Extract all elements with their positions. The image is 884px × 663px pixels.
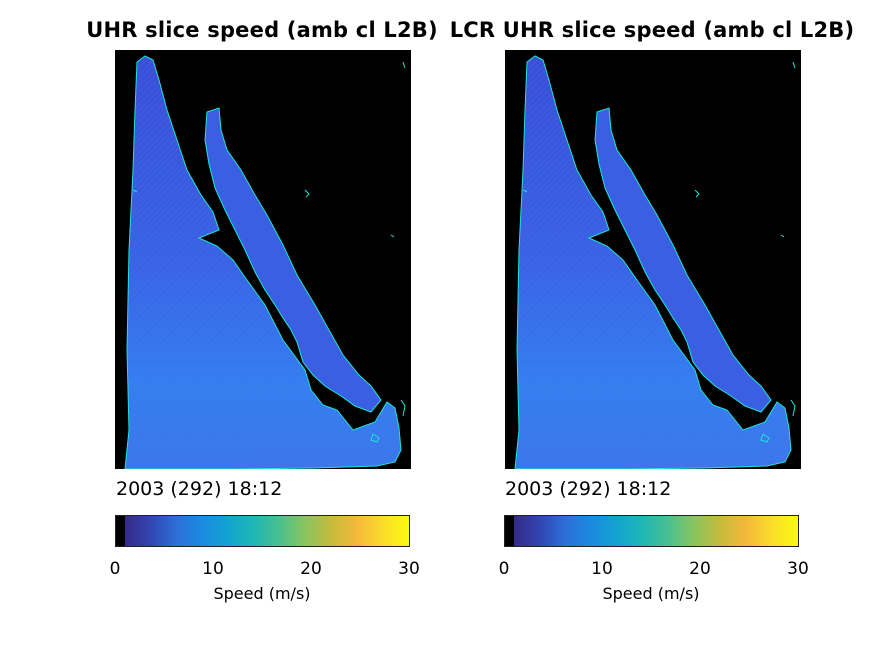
- left-cbar-tick-0: 0: [109, 559, 121, 579]
- right-timestamp: 2003 (292) 18:12: [505, 478, 672, 500]
- left-speed-map: [115, 50, 411, 469]
- right-colorbar: [504, 515, 799, 547]
- left-coast-specks: [132, 61, 406, 443]
- right-cbar-label: Speed (m/s): [602, 584, 700, 603]
- left-timestamp: 2003 (292) 18:12: [116, 478, 283, 500]
- right-speed-map: [505, 50, 801, 469]
- left-cbar-tick-20: 20: [300, 559, 322, 579]
- left-panel-title: UHR slice speed (amb cl L2B): [86, 18, 438, 42]
- right-cbar-tick-20: 20: [689, 559, 711, 579]
- left-cbar-tick-30: 30: [398, 559, 420, 579]
- right-cbar-tick-0: 0: [498, 559, 510, 579]
- right-coast-specks: [522, 61, 796, 443]
- right-cbar-tick-30: 30: [787, 559, 809, 579]
- left-colorbar: [115, 515, 410, 547]
- right-panel-title: LCR UHR slice speed (amb cl L2B): [449, 18, 855, 42]
- left-cbar-label: Speed (m/s): [213, 584, 311, 603]
- right-cbar-tick-10: 10: [591, 559, 613, 579]
- left-cbar-tick-10: 10: [202, 559, 224, 579]
- right-map-svg: [514, 55, 796, 469]
- left-map-svg: [124, 55, 406, 469]
- right-gulf-region: [594, 107, 772, 413]
- left-gulf-region: [204, 107, 382, 413]
